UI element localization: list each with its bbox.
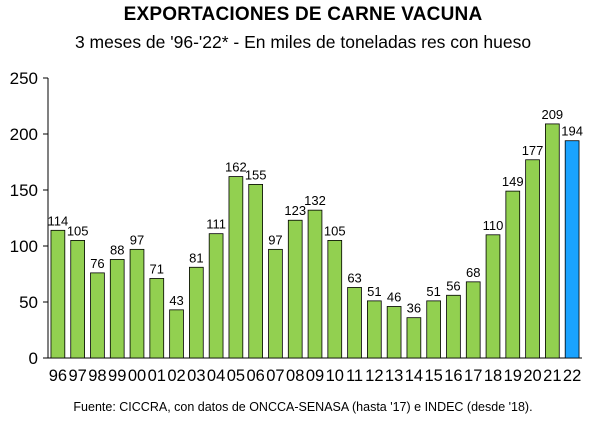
data-label: 105 [324,223,346,238]
bar-09 [307,209,323,359]
data-label: 46 [387,289,401,304]
data-label: 63 [347,270,361,285]
y-tick-label: 50 [19,293,38,312]
y-tick-label: 150 [10,181,38,200]
x-tick-label: 22 [563,367,581,385]
x-tick-label: 18 [484,367,502,385]
data-label: 132 [304,193,326,208]
x-tick-label: 19 [504,367,522,385]
bar-04 [208,233,224,359]
x-tick-label: 08 [286,367,304,385]
data-label: 81 [189,250,203,265]
data-label: 51 [426,284,440,299]
bar-98 [90,272,105,359]
data-label: 43 [169,293,183,308]
data-label: 97 [130,232,144,247]
x-tick-label: 16 [444,367,462,385]
x-tick-label: 14 [405,367,423,385]
data-label: 162 [225,160,247,175]
bar-01 [149,278,165,359]
bar-15 [426,300,441,359]
bar-02 [169,309,184,359]
x-tick-label: 10 [326,367,344,385]
source-footnote: Fuente: CICCRA, con datos de ONCCA-SENAS… [73,400,533,414]
y-tick-label: 100 [10,237,38,256]
data-label: 149 [502,174,524,189]
data-label: 110 [483,218,504,233]
bar-10 [327,239,343,359]
data-label: 56 [446,278,460,293]
x-tick-label: 04 [207,367,225,385]
bar-97 [70,239,85,359]
chart-title: EXPORTACIONES DE CARNE VACUNA [123,4,483,25]
bar-00 [129,248,145,359]
bar-17 [465,281,481,359]
data-label: 155 [245,167,267,182]
bar-20 [525,159,540,359]
bar-19 [505,190,521,359]
data-label: 36 [407,301,421,316]
x-tick-label: 03 [187,367,205,385]
chart-subtitle: 3 meses de '96-'22* - En miles de tonela… [74,32,532,52]
data-label: 71 [150,261,164,276]
y-tick-label: 200 [10,125,38,144]
data-label: 68 [466,265,480,280]
x-tick-label: 12 [365,367,383,385]
bar-96 [50,229,66,359]
bar-99 [109,259,125,359]
x-tick-label: 17 [464,367,482,385]
y-tick-label: 0 [29,349,38,368]
x-tick-label: 98 [88,367,106,385]
bar-11 [347,287,362,359]
bar-18 [485,234,501,359]
bar-12 [367,300,382,359]
x-tick-label: 02 [167,367,185,385]
bar-03 [189,266,204,359]
bar-22 [564,140,580,359]
bar-06 [248,183,263,359]
bar-21 [545,123,560,359]
bar-07 [268,248,283,359]
x-tick-label: 21 [543,367,561,385]
data-label: 111 [206,217,226,232]
x-tick-label: 99 [108,367,126,385]
data-label: 97 [268,232,282,247]
x-tick-label: 97 [68,367,86,385]
data-label: 105 [67,223,89,238]
x-tick-label: 05 [227,367,245,385]
bar-chart: 0501001502002501149610597769888999700710… [10,69,583,385]
bar-08 [287,219,303,359]
x-tick-label: 11 [346,367,363,385]
x-tick-label: 01 [148,367,166,385]
x-tick-label: 00 [128,367,146,385]
data-label: 177 [522,143,544,158]
data-label: 76 [90,256,104,271]
x-tick-label: 09 [306,367,324,385]
x-tick-label: 07 [266,367,284,385]
x-tick-label: 06 [246,367,264,385]
x-tick-label: 15 [424,367,442,385]
data-label: 88 [110,242,124,257]
y-tick-label: 250 [10,69,38,88]
x-tick-label: 96 [49,367,67,385]
bar-13 [386,306,402,359]
data-label: 194 [561,124,583,139]
bar-16 [446,294,461,359]
x-tick-label: 13 [385,367,403,385]
data-label: 209 [541,107,563,122]
bar-14 [406,317,422,359]
data-label: 123 [284,203,306,218]
data-label: 114 [48,213,69,228]
data-label: 51 [367,284,381,299]
bar-05 [228,176,244,359]
x-tick-label: 20 [523,367,541,385]
